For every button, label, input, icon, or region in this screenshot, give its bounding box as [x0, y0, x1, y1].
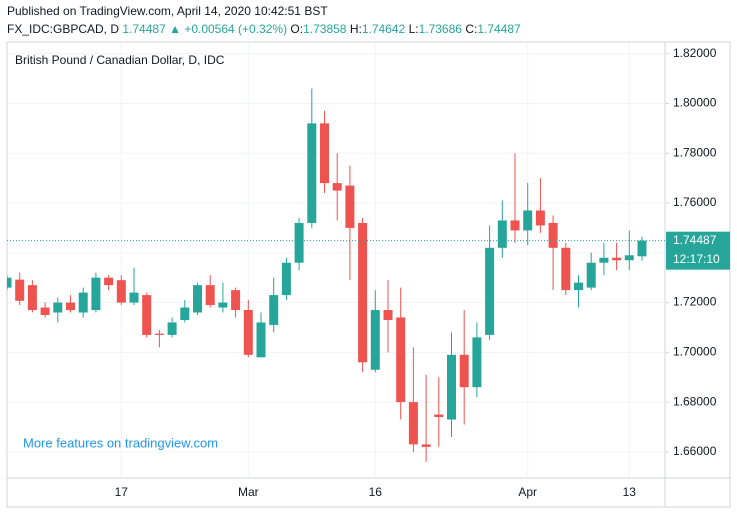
x-tick-label: 17: [115, 485, 129, 499]
ohlc-label: H:: [349, 22, 362, 36]
y-tick-label: 1.66000: [673, 444, 717, 458]
candle-body: [358, 222, 368, 363]
ohlc: O:1.73858 H:1.74642 L:1.73686 C:1.74487: [290, 22, 520, 36]
y-tick-label: 1.78000: [673, 145, 717, 159]
ohlc-label: L:: [408, 22, 419, 36]
candle-body: [459, 354, 469, 388]
candle-body: [231, 290, 241, 311]
candle-body: [421, 444, 431, 447]
last-price-box: [666, 231, 730, 270]
candle-body: [637, 240, 647, 257]
countdown: 12:17:10: [673, 252, 720, 266]
y-tick-label: 1.72000: [673, 295, 717, 309]
candle-body: [15, 279, 25, 301]
symbol-line: FX_IDC:GBPCAD, D 1.74487 ▲ +0.00564 (+0.…: [7, 22, 521, 36]
candle-body: [612, 257, 622, 261]
y-tick-label: 1.80000: [673, 96, 717, 110]
change: ▲ +0.00564 (+0.32%): [169, 22, 288, 36]
x-tick-label: 16: [369, 485, 383, 499]
x-tick-label: 13: [623, 485, 637, 499]
published-line: Published on TradingView.com, April 14, …: [7, 4, 328, 18]
candle-body: [332, 183, 342, 191]
candle-body: [307, 123, 317, 223]
candle-body: [7, 277, 12, 288]
candle-body: [193, 285, 202, 313]
candle-body: [27, 285, 37, 311]
candle-body: [129, 292, 139, 303]
last-price-label: 1.74487: [673, 233, 717, 247]
candle-body: [180, 307, 190, 320]
x-tick-label: Apr: [518, 485, 537, 499]
candle-body: [281, 262, 291, 296]
candle-body: [408, 402, 418, 445]
ohlc-label: O:: [290, 22, 304, 36]
candle-body: [294, 222, 304, 263]
candle-body: [523, 210, 533, 231]
candle-body: [116, 280, 126, 303]
symbol: FX_IDC:GBPCAD, D: [7, 22, 120, 36]
candle-body: [548, 222, 558, 248]
candle-body: [66, 302, 75, 311]
candle-body: [497, 220, 507, 248]
candle-body: [447, 354, 456, 420]
ohlc-label: C:: [465, 22, 478, 36]
candle-body: [434, 414, 444, 418]
ohlc-value: 1.73686: [418, 22, 462, 36]
candle-body: [345, 185, 355, 228]
candle-body: [269, 295, 279, 325]
candle-body: [243, 310, 253, 355]
candle-body: [205, 285, 215, 306]
y-tick-label: 1.68000: [673, 394, 717, 408]
candle-body: [370, 310, 380, 370]
ohlc-value: 1.74487: [477, 22, 521, 36]
candle-body: [624, 255, 634, 261]
candle-body: [485, 247, 495, 335]
candle-body: [561, 247, 571, 291]
chart-title: British Pound / Canadian Dollar, D, IDC: [15, 53, 225, 67]
candle-body: [104, 277, 114, 286]
candle-body: [218, 302, 228, 308]
candle-body: [167, 322, 177, 335]
y-tick-label: 1.70000: [673, 344, 717, 358]
candle-body: [535, 210, 545, 226]
ohlc-value: 1.74642: [361, 22, 406, 36]
candle-body: [78, 292, 88, 313]
candle-body: [599, 257, 609, 263]
x-tick-label: Mar: [238, 485, 259, 499]
y-tick-label: 1.76000: [673, 195, 717, 209]
y-tick-label: 1.82000: [673, 46, 717, 60]
candle-body: [53, 302, 63, 313]
candle-body: [40, 307, 50, 315]
frame: [6, 41, 731, 508]
ohlc-value: 1.73858: [303, 22, 347, 36]
candle-body: [320, 123, 329, 184]
candle-body: [586, 262, 596, 288]
candle-body: [510, 220, 520, 231]
candle-body: [574, 282, 583, 291]
price: 1.74487: [122, 22, 166, 36]
candle-body: [472, 337, 482, 388]
candle-body: [383, 310, 393, 320]
candle-body: [154, 333, 164, 335]
candle-body: [256, 322, 266, 358]
candle-body: [396, 317, 406, 403]
watermark[interactable]: More features on tradingview.com: [23, 435, 218, 450]
candle-body: [142, 295, 152, 335]
candle-body: [91, 277, 101, 311]
